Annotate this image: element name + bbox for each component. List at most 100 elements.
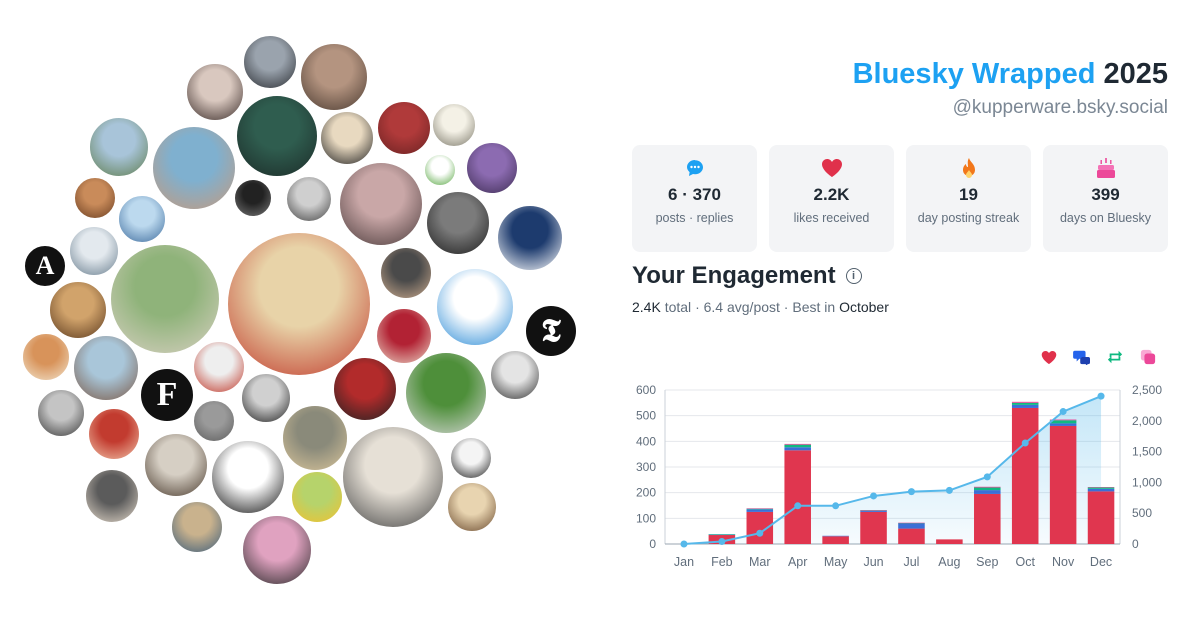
engagement-title: Your Engagement i xyxy=(632,262,862,290)
avatar-woman-flag[interactable] xyxy=(375,307,433,365)
y-tick-left: 0 xyxy=(649,537,656,551)
avatar-red-poster[interactable] xyxy=(332,356,398,422)
avatar-woman-glasses[interactable] xyxy=(489,349,541,401)
y-tick-right: 0 xyxy=(1132,537,1139,551)
avatar-man-mirror[interactable] xyxy=(299,42,369,112)
bar-quotes xyxy=(860,510,887,511)
y-tick-left: 400 xyxy=(636,434,656,448)
bar-reposts xyxy=(1087,487,1115,489)
avatar-sky-dome[interactable] xyxy=(117,194,167,244)
avatar-noir-cartoon[interactable] xyxy=(210,439,286,515)
reply-icon[interactable] xyxy=(1073,348,1091,366)
avatar-crest[interactable] xyxy=(496,204,564,272)
engagement-chart: 0 100 200 300 400 500 600 0 500 1,000 1,500 2,000 2,… xyxy=(636,383,1162,569)
avatar-sunflower[interactable] xyxy=(290,470,344,524)
avatar-guitar[interactable] xyxy=(48,280,108,340)
avatar-man-cap[interactable] xyxy=(109,243,221,355)
heart-icon[interactable] xyxy=(1040,348,1058,366)
avatar-seaside[interactable] xyxy=(72,334,140,402)
bar-replies xyxy=(784,447,811,451)
quote-icon[interactable] xyxy=(1139,348,1157,366)
avatar-dark-figure[interactable] xyxy=(242,34,298,90)
repost-icon[interactable] xyxy=(1106,348,1124,366)
cumulative-point xyxy=(718,538,726,546)
avatar-man-brown[interactable] xyxy=(446,481,498,533)
cumulative-point xyxy=(1021,439,1029,447)
bar-reposts xyxy=(708,534,736,535)
y-tick-left: 300 xyxy=(636,460,656,474)
avatar-man-suit[interactable] xyxy=(143,432,209,498)
bar-likes xyxy=(1011,407,1039,544)
avatar-medieval-art[interactable] xyxy=(226,231,372,377)
avatar-protest-sign[interactable] xyxy=(281,404,349,472)
cumulative-point xyxy=(1059,408,1067,416)
avatar-the-atlantic[interactable]: A xyxy=(23,244,67,288)
avatar-man-red[interactable] xyxy=(376,100,432,156)
bar-likes xyxy=(784,450,811,544)
bar-quotes xyxy=(1087,487,1115,488)
cumulative-point xyxy=(794,502,802,510)
speech-bubble-icon xyxy=(632,157,757,179)
avatar-whale[interactable] xyxy=(435,267,515,347)
bar-replies xyxy=(822,535,849,537)
avatar-bw-man[interactable] xyxy=(285,175,333,223)
avatar-nyt[interactable]: 𝕿 xyxy=(524,304,578,358)
avatar-woman-dark[interactable] xyxy=(425,190,491,256)
engagement-summary: 2.4K total · 6.4 avg/post · Best in Octo… xyxy=(632,299,889,315)
bar-reposts xyxy=(898,522,925,524)
avatar-crowd[interactable] xyxy=(192,399,236,443)
avatar-man-newspaper[interactable] xyxy=(338,161,424,247)
bar-quotes xyxy=(1049,419,1077,421)
cumulative-point xyxy=(756,529,764,537)
bar-replies xyxy=(1011,404,1039,408)
x-tick-label: Aug xyxy=(938,555,960,569)
avatar-cartoon-face[interactable] xyxy=(319,110,375,166)
avatar-man-laptop[interactable] xyxy=(84,468,140,524)
avatar-woman-red-hair[interactable] xyxy=(87,407,141,461)
avatar-cat[interactable] xyxy=(73,176,117,220)
x-tick-label: Jun xyxy=(863,555,883,569)
chart-legend xyxy=(1040,348,1157,366)
x-tick-label: Sep xyxy=(976,555,998,569)
avatar-man-selfie[interactable] xyxy=(379,246,433,300)
avatar-vintage-portrait[interactable] xyxy=(341,425,445,529)
y-tick-right: 2,500 xyxy=(1132,383,1162,397)
avatar-plant[interactable] xyxy=(423,153,457,187)
y-tick-right: 1,000 xyxy=(1132,475,1162,489)
engagement-best-month: October xyxy=(839,299,889,315)
bar-likes xyxy=(974,493,1001,544)
stat-card-posts: 6 · 370 posts · replies xyxy=(632,145,757,252)
bar-likes xyxy=(860,511,887,544)
cumulative-point xyxy=(983,473,991,481)
avatar-orange-cat[interactable] xyxy=(21,332,71,382)
avatar-man-smiling[interactable] xyxy=(151,125,237,211)
avatar-purple-man[interactable] xyxy=(465,141,519,195)
y-tick-right: 2,000 xyxy=(1132,414,1162,428)
avatar-man-white-shirt[interactable] xyxy=(449,436,493,480)
avatar-sketch[interactable] xyxy=(431,102,477,148)
avatar-person-glasses[interactable] xyxy=(185,62,245,122)
avatar-man-pink[interactable] xyxy=(241,514,313,586)
bar-likes xyxy=(898,528,925,544)
info-icon[interactable]: i xyxy=(845,268,862,284)
avatar-man-beard[interactable] xyxy=(36,388,86,438)
cumulative-point xyxy=(907,488,915,496)
avatar-man-sunglasses[interactable] xyxy=(240,372,292,424)
avatar-woman-green[interactable] xyxy=(235,94,319,178)
avatar-building[interactable] xyxy=(170,500,224,554)
avatar-lawn[interactable] xyxy=(404,351,488,435)
avatar-foreign-f[interactable]: F xyxy=(139,367,195,423)
stat-label: likes received xyxy=(793,211,870,225)
page-title: Bluesky Wrapped 2025 xyxy=(853,58,1168,91)
avatar-capitol[interactable] xyxy=(88,116,150,178)
engagement-best-prefix: Best in xyxy=(792,299,836,315)
avatar-man-glasses[interactable] xyxy=(68,225,120,277)
bar-reposts xyxy=(1011,402,1039,405)
stat-card-streak: 19 day posting streak xyxy=(906,145,1031,252)
y-tick-left: 100 xyxy=(636,511,656,525)
x-tick-label: Dec xyxy=(1090,555,1112,569)
flame-icon xyxy=(906,157,1031,179)
y-tick-right: 1,500 xyxy=(1132,445,1162,459)
avatar-book-cover[interactable] xyxy=(192,340,246,394)
avatar-forever-badge[interactable] xyxy=(233,178,273,218)
